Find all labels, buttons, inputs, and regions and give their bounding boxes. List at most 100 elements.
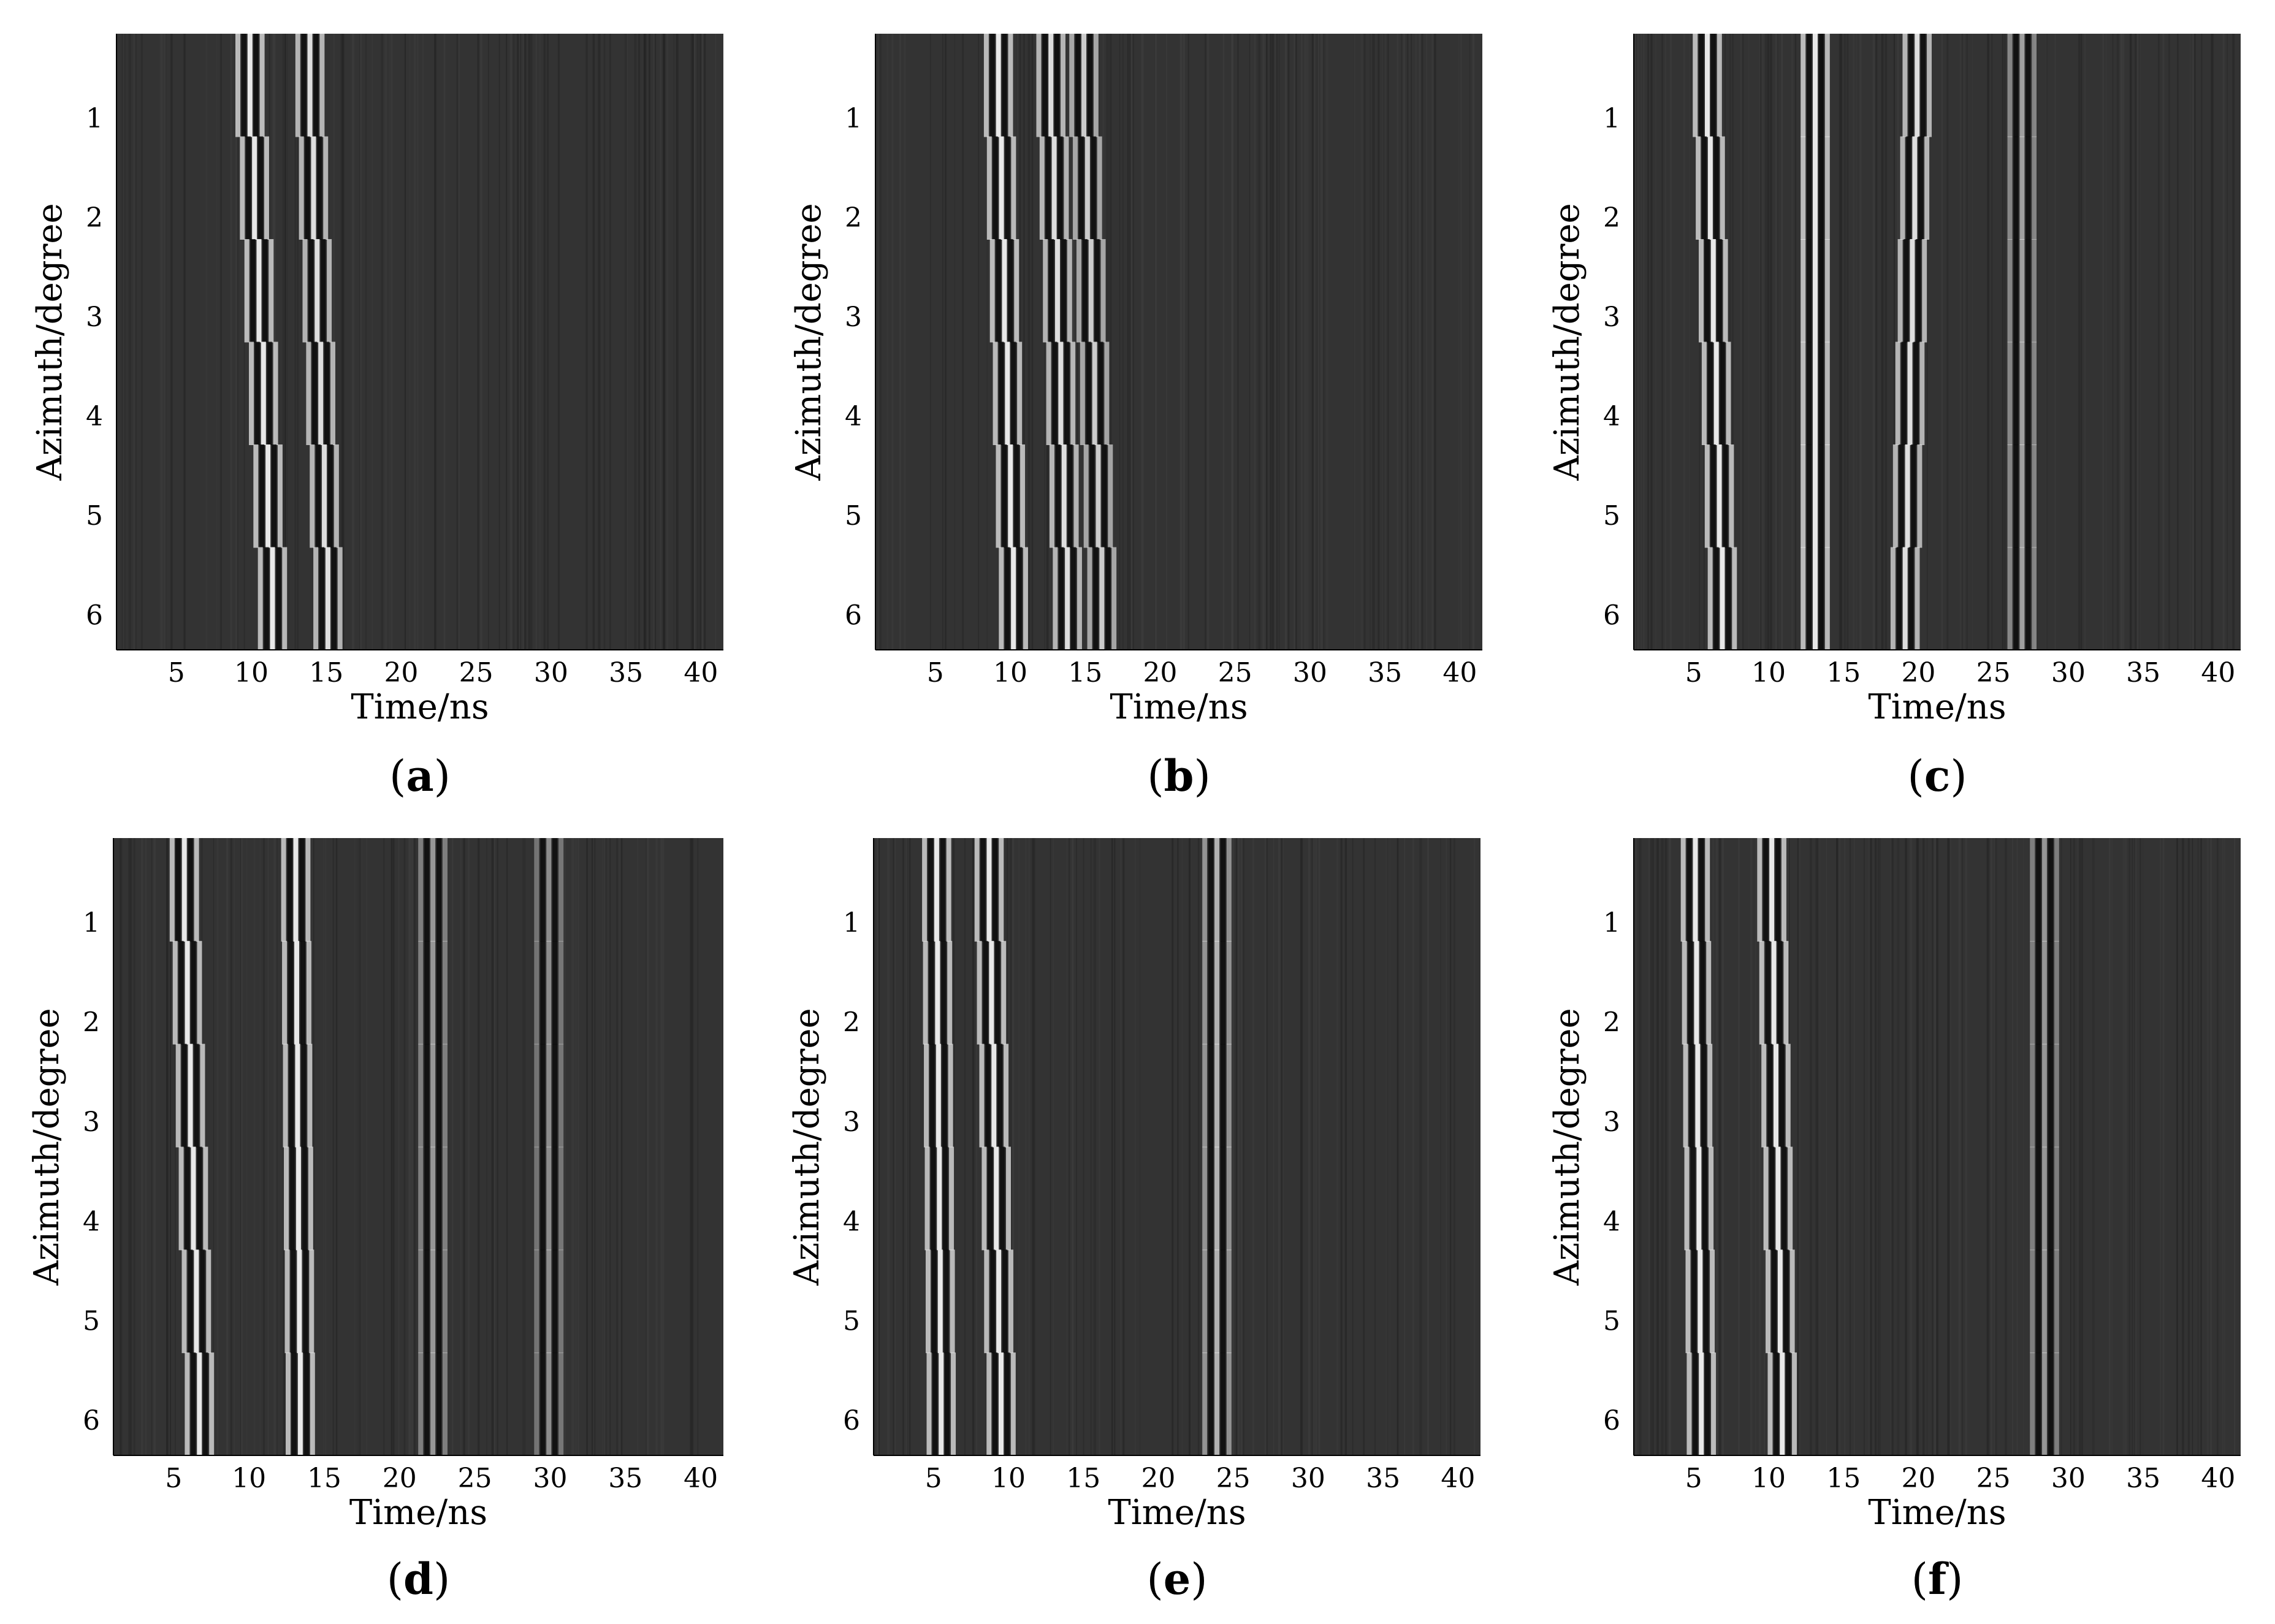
noise-streak (2194, 34, 2196, 650)
reflection-trace (990, 1249, 996, 1354)
noise-streak (1313, 838, 1315, 1455)
reflection-trace (1208, 838, 1214, 942)
noise-streak (1847, 34, 1850, 650)
reflection-trace (1818, 136, 1824, 240)
reflection-trace (1054, 34, 1060, 137)
noise-streak (1382, 34, 1384, 650)
reflection-trace (1087, 34, 1092, 137)
noise-streak (546, 34, 549, 650)
noise-streak (135, 34, 137, 650)
noise-streak (1635, 838, 1637, 1455)
noise-streak (2202, 838, 2203, 1455)
reflection-trace (1759, 940, 1764, 1045)
panel-caption: (b) (1147, 750, 1211, 801)
reflection-trace (1713, 341, 1719, 445)
reflection-trace (1818, 34, 1824, 137)
noise-streak (456, 34, 458, 650)
noise-streak (1961, 838, 1964, 1455)
reflection-trace (188, 838, 193, 942)
reflection-trace (253, 34, 259, 137)
reflection-trace (178, 1146, 184, 1251)
reflection-trace (2042, 1043, 2048, 1148)
reflection-trace (302, 1146, 307, 1251)
reflection-trace (1902, 34, 1908, 137)
noise-streak (660, 838, 663, 1455)
noise-streak (2002, 34, 2003, 650)
reflection-trace (1763, 838, 1769, 942)
noise-streak (480, 34, 483, 650)
noise-streak (1917, 838, 1919, 1455)
noise-streak (604, 838, 605, 1455)
noise-streak (1154, 34, 1155, 650)
reflection-trace (1763, 1146, 1769, 1251)
reflection-trace (424, 940, 430, 1045)
noise-streak (1119, 34, 1121, 650)
reflection-trace (1202, 838, 1208, 942)
reflection-trace (1905, 444, 1910, 548)
noise-streak (325, 838, 327, 1455)
noise-streak (129, 838, 132, 1455)
x-tick-label: 35 (2126, 657, 2160, 688)
reflection-trace (936, 1043, 941, 1148)
reflection-trace (1781, 838, 1786, 942)
caption-letter: e (1164, 1553, 1191, 1604)
plot-area (116, 34, 723, 650)
reflection-trace (1801, 34, 1806, 137)
caption-open: ( (387, 1554, 403, 1604)
reflection-trace (302, 239, 308, 343)
x-tick-label: 40 (684, 657, 718, 688)
reflection-trace (999, 838, 1004, 942)
noise-streak (1287, 34, 1290, 650)
y-tick-label: 6 (1603, 1405, 1620, 1436)
noise-streak (341, 34, 345, 650)
reflection-trace (1710, 1249, 1715, 1354)
noise-streak (389, 34, 391, 650)
reflection-trace (995, 940, 1000, 1045)
noise-streak (1742, 34, 1744, 650)
reflection-trace (324, 341, 330, 445)
caption-close: ) (1194, 751, 1210, 801)
noise-streak (1135, 838, 1136, 1455)
noise-streak (1641, 34, 1642, 650)
x-tick-label: 10 (1751, 657, 1786, 688)
reflection-trace (1765, 940, 1770, 1045)
reflection-trace (1208, 1352, 1214, 1455)
reflection-trace (1683, 1043, 1688, 1148)
y-tick-label: 5 (83, 1306, 100, 1337)
noise-streak (383, 838, 385, 1455)
noise-streak (1187, 34, 1189, 650)
reflection-trace (418, 1352, 424, 1455)
reflection-trace (1005, 136, 1010, 240)
noise-streak (1799, 838, 1801, 1455)
noise-streak (1315, 838, 1317, 1455)
x-tick-label: 30 (1293, 657, 1327, 688)
reflection-trace (1711, 1352, 1717, 1455)
noise-streak (602, 838, 603, 1455)
reflection-trace (999, 1352, 1004, 1455)
noise-streak (1472, 34, 1475, 650)
reflection-trace (1707, 136, 1713, 240)
reflection-trace (2036, 838, 2041, 942)
noise-streak (2162, 34, 2165, 650)
reflection-trace (1717, 239, 1722, 343)
noise-streak (1243, 838, 1244, 1455)
noise-streak (2189, 34, 2191, 650)
noise-streak (1473, 34, 1475, 650)
reflection-trace (256, 239, 262, 343)
noise-streak (660, 34, 661, 650)
x-tick-label: 30 (2051, 657, 2086, 688)
reflection-trace (436, 1352, 442, 1455)
reflection-trace (313, 34, 319, 137)
noise-streak (644, 34, 646, 650)
noise-streak (1028, 838, 1031, 1455)
reflection-trace (1720, 547, 1725, 650)
noise-streak (2140, 34, 2141, 650)
noise-streak (487, 34, 489, 650)
noise-streak (930, 34, 931, 650)
y-tick-label: 1 (845, 103, 862, 134)
noise-streak (1404, 838, 1406, 1455)
noise-streak (1053, 838, 1054, 1455)
noise-streak (1453, 838, 1456, 1455)
reflection-trace (546, 1352, 552, 1455)
caption-close: ) (1950, 751, 1967, 801)
